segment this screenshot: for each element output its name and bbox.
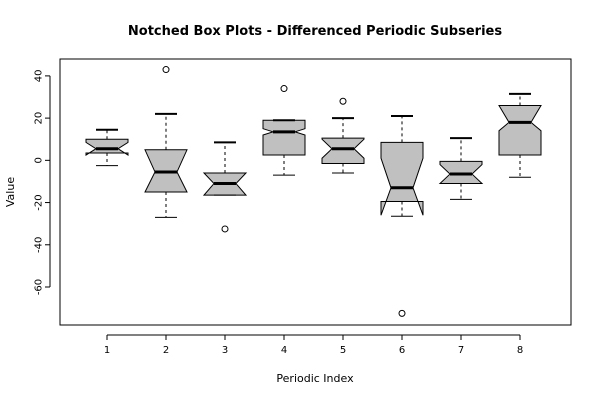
box-4 [262, 85, 306, 176]
x-tick-label: 4 [281, 345, 287, 356]
y-axis-label: Value [4, 177, 17, 207]
x-axis: 1 2 3 4 5 6 7 8 [104, 334, 523, 356]
x-tick-label: 8 [517, 345, 523, 356]
outlier-point [339, 97, 347, 105]
y-tick-label: -20 [34, 194, 45, 210]
box-body [262, 119, 306, 156]
box-6 [380, 115, 424, 317]
outlier-point [398, 309, 406, 317]
x-tick-label: 7 [458, 345, 464, 356]
box-body [85, 138, 129, 156]
x-tick-label: 1 [104, 345, 110, 356]
y-tick-label: 20 [34, 112, 45, 125]
x-tick-label: 5 [340, 345, 346, 356]
outlier-point [221, 225, 229, 233]
box-1 [85, 128, 129, 167]
chart-title: Notched Box Plots - Differenced Periodic… [128, 24, 502, 39]
box-body [380, 141, 424, 216]
outlier-point [162, 66, 170, 74]
box-7 [438, 137, 484, 200]
y-tick-label: -40 [34, 237, 45, 253]
box-body [498, 104, 542, 156]
x-tick-label: 6 [399, 345, 405, 356]
x-tick-label: 2 [163, 345, 169, 356]
box-body [438, 160, 484, 185]
box-body [321, 137, 365, 164]
y-tick-label: -60 [34, 279, 45, 295]
outlier-point [280, 85, 288, 93]
y-tick-label: 0 [34, 157, 45, 163]
y-tick-label: 40 [34, 70, 45, 83]
boxes-group [85, 66, 542, 317]
box-3 [202, 141, 248, 233]
x-axis-label: Periodic Index [276, 372, 354, 385]
box-5 [321, 97, 365, 174]
box-2 [144, 66, 188, 218]
x-tick-label: 3 [222, 345, 228, 356]
plot-frame [59, 58, 572, 326]
box-8 [498, 92, 542, 178]
y-axis: 40 20 0 -20 -40 -60 [34, 70, 51, 295]
